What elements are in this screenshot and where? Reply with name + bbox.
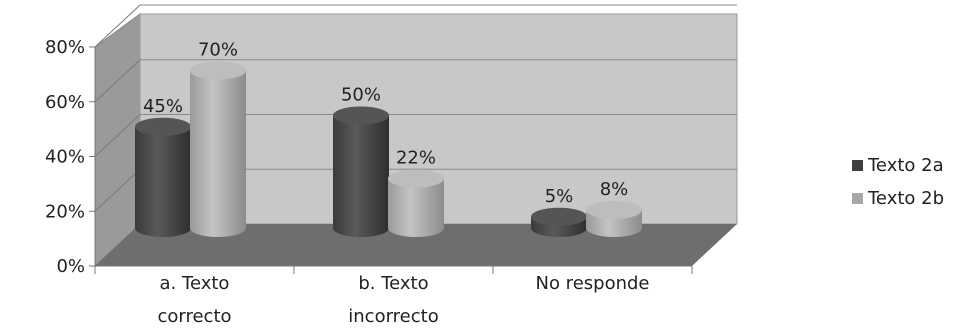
bar-texto-2b-0: 70% — [190, 40, 246, 237]
bar-top — [531, 207, 587, 226]
gridline — [94, 168, 141, 212]
y-tick-label: 80% — [45, 37, 85, 58]
bar-body — [190, 70, 246, 237]
side-wall — [94, 13, 141, 268]
category-labels: a. Texto correcto b. Texto incorrecto No res… — [157, 273, 649, 327]
gridline — [94, 59, 141, 103]
y-tick-label: 20% — [45, 201, 85, 222]
bar-top — [190, 61, 246, 80]
legend-label: Texto 2a — [867, 155, 944, 176]
data-label: 70% — [198, 40, 238, 61]
data-label: 5% — [545, 186, 574, 207]
data-label: 8% — [600, 179, 629, 200]
y-axis-ticks: 0% 20% 40% 60% 80% — [45, 37, 95, 277]
data-label: 22% — [396, 148, 436, 169]
bar-top — [333, 106, 389, 125]
bar-texto-2a-2: 5% — [531, 186, 587, 237]
y-tick-label: 60% — [45, 92, 85, 113]
category-label: No responde — [535, 273, 649, 294]
bar-texto-2a-1: 50% — [333, 85, 389, 237]
bar-texto-2b-1: 22% — [388, 148, 444, 237]
legend-swatch — [852, 193, 863, 204]
bar-body — [388, 178, 444, 237]
category-label: a. Texto — [160, 273, 230, 294]
gridline — [94, 114, 141, 157]
category-label: b. Texto — [358, 273, 428, 294]
bar-texto-2a-0: 45% — [135, 96, 191, 237]
category-label: correcto — [157, 306, 231, 327]
category-label: incorrecto — [348, 306, 438, 327]
bar-top — [586, 201, 642, 219]
x-axis-ticks — [94, 266, 693, 274]
y-tick-label: 0% — [56, 256, 85, 277]
data-label: 45% — [143, 96, 183, 117]
bar-top — [388, 169, 444, 188]
legend-label: Texto 2b — [867, 188, 944, 209]
bar-body — [135, 126, 191, 237]
data-label: 50% — [341, 85, 381, 106]
bar-texto-2b-2: 8% — [586, 179, 642, 237]
chart-legend: Texto 2a Texto 2b — [852, 155, 944, 209]
chart-bars: 45% 70% 50% 22% 5% 8% — [135, 40, 642, 237]
legend-swatch — [852, 160, 863, 171]
gridline — [94, 4, 141, 48]
bar-body — [333, 115, 389, 237]
y-tick-label: 40% — [45, 147, 85, 168]
bar-top — [135, 117, 191, 136]
